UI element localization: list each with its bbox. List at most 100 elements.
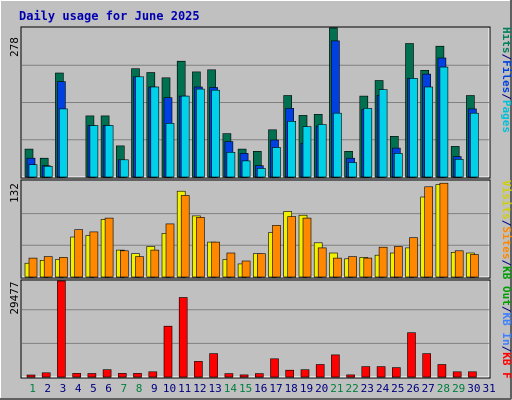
pages-bar [287, 121, 297, 178]
pages-bar [272, 147, 281, 178]
sites-bar [150, 249, 160, 278]
kbf-bar [300, 369, 310, 378]
sites-bar [211, 241, 220, 278]
chart-title: Daily usage for June 2025 [19, 9, 200, 23]
sites-bar [424, 186, 434, 278]
pages-bar [180, 95, 190, 178]
sites-bar [43, 256, 53, 278]
sites-bar [180, 195, 190, 278]
kbf-bar [407, 332, 416, 378]
pages-bar [165, 123, 175, 178]
sites-bar [287, 216, 297, 278]
pages-bar [439, 66, 449, 178]
sites-bar [256, 253, 266, 278]
sites-bar [104, 217, 114, 278]
legend-sep-4: / [500, 260, 512, 267]
day-label: 16 [254, 382, 267, 395]
kbf-bar [118, 373, 127, 378]
day-label: 30 [467, 382, 480, 395]
sites-bar [196, 217, 205, 278]
kbf-bar [391, 367, 401, 378]
pages-bar [302, 126, 312, 178]
legend-hits: Hits [500, 27, 512, 54]
legend-pages: Pages [500, 100, 512, 133]
kbf-bar [87, 373, 97, 378]
pages-bar [28, 164, 38, 178]
sites-bar [74, 229, 83, 278]
day-label: 8 [136, 382, 143, 395]
day-label: 10 [163, 382, 176, 395]
pages-bar [59, 108, 68, 178]
sites-bar [89, 231, 99, 278]
sites-bar [470, 254, 479, 278]
pages-bar [150, 86, 160, 178]
sites-bar [226, 252, 236, 278]
kbf-bar [255, 373, 264, 378]
day-label: 19 [300, 382, 313, 395]
sites-bar [28, 257, 38, 278]
kbf-bar [178, 297, 188, 378]
kbf-bar [331, 354, 340, 378]
sites-bar [454, 250, 464, 278]
pages-bar [256, 168, 266, 178]
kbf-bar [422, 353, 432, 378]
sites-bar [120, 250, 129, 278]
middle-panel-bars [24, 182, 479, 278]
sites-bar [302, 217, 312, 278]
kbf-bar [41, 372, 51, 378]
day-label: 27 [422, 382, 435, 395]
day-label: 31 [482, 382, 495, 395]
top-legend: Hits/Files/Pages [500, 27, 512, 133]
kbf-bar [26, 374, 36, 378]
day-label: 29 [452, 382, 465, 395]
sites-bar [439, 182, 449, 278]
day-label: 5 [90, 382, 97, 395]
kbf-bar [224, 373, 234, 378]
kbf-bar [239, 374, 249, 378]
bottom-panel-bars [26, 280, 477, 378]
legend-sep-3: / [500, 220, 512, 227]
day-label: 15 [239, 382, 252, 395]
pages-bar [317, 124, 327, 178]
sites-bar [393, 246, 403, 278]
legend-visits: Visits [500, 180, 512, 220]
legend-files: Files [500, 60, 512, 93]
pages-bar [409, 78, 418, 178]
day-label: 20 [315, 382, 328, 395]
legend-kbin: KB In [500, 313, 512, 346]
day-label: 6 [105, 382, 112, 395]
day-label: 4 [75, 382, 82, 395]
pages-bar [135, 76, 144, 178]
pages-bar [120, 159, 129, 178]
legend-sep-1: / [500, 54, 512, 61]
pages-bar [378, 89, 388, 178]
kbf-bar [133, 373, 142, 378]
day-label: 11 [178, 382, 191, 395]
sites-bar [272, 225, 281, 278]
sites-bar [348, 256, 357, 278]
kbf-bar [72, 373, 81, 378]
day-label: 22 [345, 382, 358, 395]
middle-y-max-label: 132 [8, 183, 21, 203]
middle-legend: Visits/Sites/KB Out/KB In/KB F [500, 180, 512, 379]
panel-frames [20, 26, 491, 379]
legend-sites: Sites [500, 226, 512, 259]
day-label: 9 [151, 382, 158, 395]
day-label: 2 [44, 382, 51, 395]
day-label: 26 [406, 382, 419, 395]
day-label: 3 [60, 382, 67, 395]
sites-bar [378, 246, 388, 278]
kbf-bar [346, 374, 355, 378]
day-label: 28 [437, 382, 450, 395]
sites-bar [317, 247, 327, 278]
kbf-bar [315, 364, 325, 378]
pages-bar [363, 108, 373, 178]
kbf-bar [376, 366, 386, 378]
kbf-bar [209, 353, 218, 378]
day-label: 12 [193, 382, 206, 395]
pages-bar [454, 159, 464, 178]
bottom-y-max-label: 29477 [8, 281, 21, 314]
sites-bar [241, 260, 251, 278]
legend-sep-2: / [500, 93, 512, 100]
